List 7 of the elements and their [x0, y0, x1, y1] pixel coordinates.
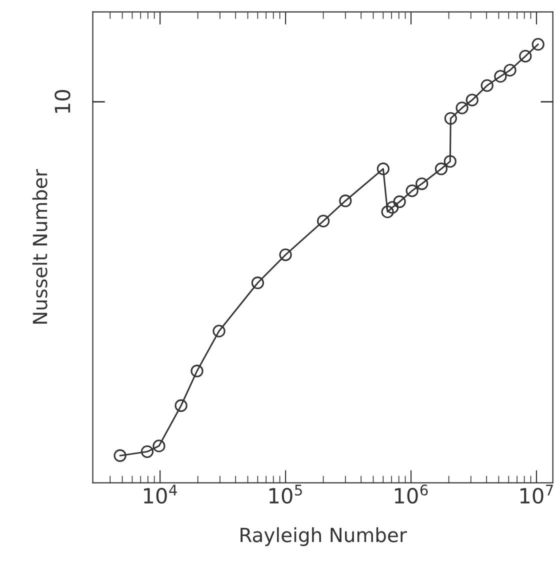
- x-tick-label: 10$^{7}$: [520, 484, 553, 504]
- x-tick-label: 10$^{4}$: [144, 484, 177, 504]
- x-tick-label: 10$^{5}$: [269, 484, 302, 504]
- x-tick-label: 10$^{6}$: [394, 484, 428, 504]
- text: 10: [54, 90, 70, 113]
- x-axis-title: Rayleigh Number: [240, 527, 407, 546]
- y-axis-title: Nusselt Number: [32, 169, 48, 324]
